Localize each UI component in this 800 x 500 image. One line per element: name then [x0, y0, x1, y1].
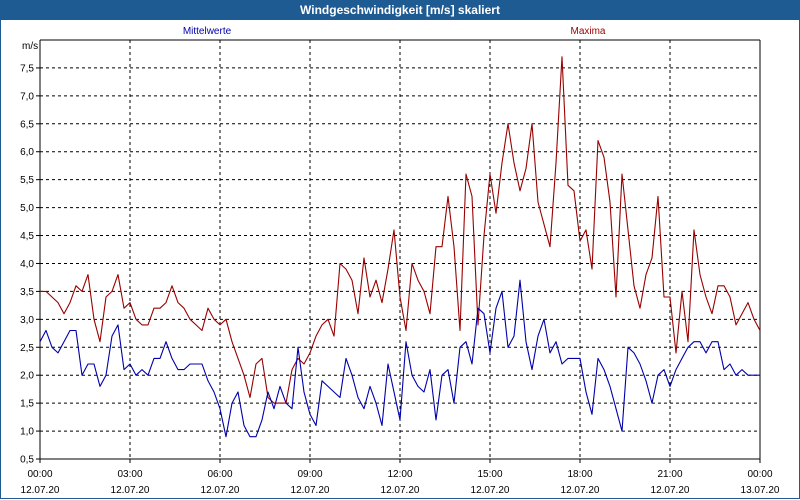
- y-axis-label: m/s: [22, 41, 38, 52]
- y-tick-label: 3,5: [20, 287, 34, 298]
- x-tick-time: 18:00: [567, 469, 592, 480]
- x-tick-time: 03:00: [117, 469, 142, 480]
- y-tick-label: 1,5: [20, 399, 34, 410]
- x-tick-date: 12.07.20: [291, 485, 330, 496]
- y-tick-label: 2,5: [20, 343, 34, 354]
- x-tick-time: 15:00: [477, 469, 502, 480]
- x-tick-date: 12.07.20: [651, 485, 690, 496]
- x-tick-date: 12.07.20: [471, 485, 510, 496]
- x-tick-date: 12.07.20: [111, 485, 150, 496]
- series-line-mittelwerte: [39, 279, 760, 438]
- y-tick-label: 4,5: [20, 231, 34, 242]
- legend-mittelwerte: Mittelwerte: [183, 26, 232, 37]
- x-tick-date: 12.07.20: [561, 485, 600, 496]
- y-axis-ticks: 0,5 1,0 1,5 2,0 2,5 3,0 3,5 4,0 4,5 5,0 5,5 6,0 6,5 7…: [20, 63, 34, 465]
- x-axis-ticks: 00:00 12.07.20 03:00 12.07.20 06:00 12.07.20 0…: [21, 469, 780, 496]
- x-tick-time: 00:00: [747, 469, 772, 480]
- y-tick-label: 1,0: [20, 427, 34, 438]
- x-tick-time: 21:00: [657, 469, 682, 480]
- legend-maxima: Maxima: [570, 26, 605, 37]
- y-tick-label: 6,5: [20, 119, 34, 130]
- grid: [40, 40, 760, 459]
- y-tick-label: 5,5: [20, 175, 34, 186]
- y-tick-label: 7,5: [20, 63, 34, 74]
- x-tick-time: 00:00: [27, 469, 52, 480]
- y-tick-label: 3,0: [20, 315, 34, 326]
- y-tick-label: 6,0: [20, 147, 34, 158]
- x-tick-time: 12:00: [387, 469, 412, 480]
- series-mittelwerte: [39, 279, 760, 438]
- y-tick-label: 0,5: [20, 455, 34, 466]
- x-tick-date: 12.07.20: [21, 485, 60, 496]
- y-tick-label: 5,0: [20, 203, 34, 214]
- x-tick-date: 12.07.20: [381, 485, 420, 496]
- x-tick-date: 13.07.20: [741, 485, 780, 496]
- x-tick-time: 09:00: [297, 469, 322, 480]
- axes: [36, 39, 761, 463]
- y-tick-label: 4,0: [20, 259, 34, 270]
- chart-title: Windgeschwindigkeit [m/s] skaliert: [0, 0, 800, 20]
- series-maxima: [40, 56, 761, 404]
- x-tick-date: 12.07.20: [201, 485, 240, 496]
- series-line-maxima: [40, 56, 761, 404]
- x-tick-time: 06:00: [207, 469, 232, 480]
- y-tick-label: 7,0: [20, 91, 34, 102]
- y-tick-label: 2,0: [20, 371, 34, 382]
